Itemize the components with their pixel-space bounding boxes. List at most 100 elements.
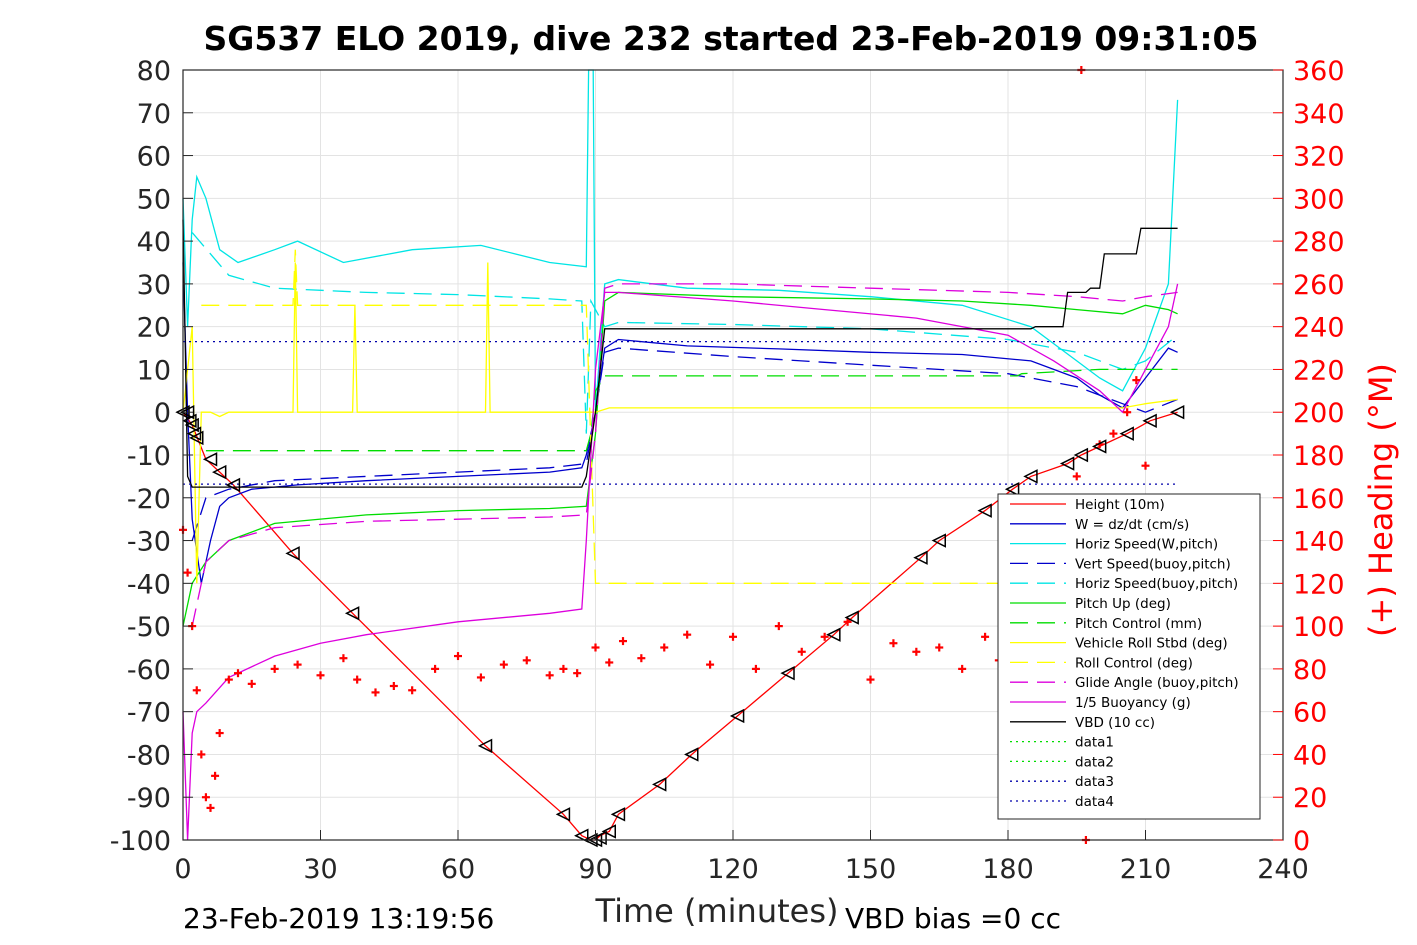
heading-point <box>371 688 380 697</box>
dive-marker <box>555 807 571 822</box>
chart-title: SG537 ELO 2019, dive 232 started 23-Feb-… <box>204 19 1259 58</box>
heading-point <box>619 637 627 646</box>
heading-point <box>215 729 224 738</box>
heading-point <box>211 771 220 780</box>
dive-marker <box>780 665 795 681</box>
heading-point <box>843 617 852 626</box>
heading-point <box>751 664 760 673</box>
dive-marker <box>225 477 241 493</box>
legend-label: data3 <box>1075 774 1114 790</box>
legend-label: Pitch Up (deg) <box>1075 596 1171 612</box>
y-right-tick-label: 260 <box>1293 270 1345 301</box>
legend-label: W = dz/dt (cm/s) <box>1075 517 1189 533</box>
dive-marker <box>729 708 745 724</box>
heading-point <box>431 664 440 673</box>
y-tick-label: 80 <box>137 56 171 87</box>
series-line-glide-angle-buoy-pitch <box>191 283 1178 627</box>
y-right-tick-label: 120 <box>1293 569 1345 600</box>
dive-marker <box>211 464 227 480</box>
x-tick-label: 180 <box>982 854 1034 885</box>
y-right-tick-label: 80 <box>1293 655 1327 686</box>
heading-point <box>293 660 302 669</box>
dive-marker <box>592 830 607 846</box>
series-line-vert-speed-buoy-pitch <box>191 347 1178 541</box>
heading-point <box>476 673 485 682</box>
heading-point <box>866 675 875 684</box>
x-tick-label: 0 <box>174 854 191 885</box>
dive-marker <box>189 430 204 446</box>
heading-point <box>935 643 944 652</box>
right-axis-label: (+) Heading (°M) <box>1362 363 1400 637</box>
y-right-tick-label: 200 <box>1293 398 1345 429</box>
dive-marker <box>344 606 360 621</box>
dive-marker <box>1073 447 1089 463</box>
heading-point <box>206 803 215 812</box>
series-line-horiz-speed-buoy-pitch <box>191 232 1179 434</box>
y-right-tick-label: 300 <box>1293 184 1345 215</box>
y-tick-label: -80 <box>127 740 171 771</box>
heading-point <box>339 654 348 663</box>
heading-point <box>591 643 600 652</box>
heading-point <box>201 793 210 802</box>
y-right-tick-label: 100 <box>1293 612 1345 643</box>
left-axis-ticks: 80 70 60 50 40 30 20 10 0 -10 -20 -30 -40 -50 -60 -70 -8… <box>110 56 193 857</box>
x-tick-label: 240 <box>1257 854 1309 885</box>
dive-marker <box>931 533 946 548</box>
heading-point <box>270 664 279 673</box>
dive-marker <box>202 452 218 467</box>
y-right-tick-label: 60 <box>1293 698 1327 729</box>
dive-marker <box>1059 456 1075 471</box>
bottom-axis-ticks: 0 30 60 90 120 150 180 210 240 <box>174 830 1309 885</box>
legend-label: Horiz Speed(W,pitch) <box>1075 537 1218 553</box>
series-line-1-5-buoyancy-g <box>182 283 1179 841</box>
heading-point <box>958 664 967 673</box>
heading-point <box>183 568 192 577</box>
dive-marker <box>1169 405 1185 420</box>
y-right-tick-label: 160 <box>1293 484 1345 515</box>
heading-point <box>353 675 362 684</box>
y-right-tick-label: 220 <box>1293 355 1345 386</box>
heading-point <box>683 630 692 639</box>
heading-point <box>1132 376 1141 385</box>
y-tick-label: -50 <box>127 612 171 643</box>
y-tick-label: 40 <box>137 227 171 258</box>
legend-label: Vert Speed(buoy,pitch) <box>1075 556 1231 572</box>
y-tick-label: -20 <box>127 484 171 515</box>
series-line-w-dz-dt-cm-s <box>182 262 1178 584</box>
heading-point <box>797 647 806 656</box>
dive-marker <box>1142 413 1157 428</box>
dive-marker <box>651 777 667 792</box>
dive-marker <box>184 417 199 433</box>
y-tick-label: -70 <box>127 698 171 729</box>
y-right-tick-label: 360 <box>1293 56 1345 87</box>
y-tick-label: 30 <box>137 270 171 301</box>
heading-point <box>912 647 921 656</box>
legend-label: Pitch Control (mm) <box>1075 616 1202 632</box>
dive-marker <box>977 503 992 518</box>
y-right-tick-label: 240 <box>1293 313 1345 344</box>
heading-point <box>389 682 398 690</box>
dive-marker <box>684 747 699 762</box>
heading-point <box>545 671 554 680</box>
heading-point <box>1072 472 1081 481</box>
dive-marker <box>477 738 493 754</box>
heading-point <box>224 675 233 684</box>
heading-point <box>660 643 669 652</box>
y-tick-label: -10 <box>127 441 171 472</box>
dive-marker <box>844 610 859 625</box>
footer-timestamp: 23-Feb-2019 13:19:56 <box>183 902 494 935</box>
heading-point <box>316 671 325 680</box>
x-tick-label: 60 <box>441 854 475 885</box>
y-tick-label: 10 <box>137 355 171 386</box>
legend-label: VBD (10 cc) <box>1075 715 1155 731</box>
dive-marker <box>574 828 589 843</box>
y-tick-label: -30 <box>127 527 171 558</box>
dive-marker <box>826 627 841 642</box>
y-tick-label: -40 <box>127 569 171 600</box>
legend-label: Horiz Speed(buoy,pitch) <box>1075 576 1238 592</box>
legend-label: data4 <box>1075 794 1114 810</box>
y-right-tick-label: 180 <box>1293 441 1345 472</box>
y-tick-label: -90 <box>127 783 171 814</box>
legend-label: data2 <box>1075 754 1114 770</box>
